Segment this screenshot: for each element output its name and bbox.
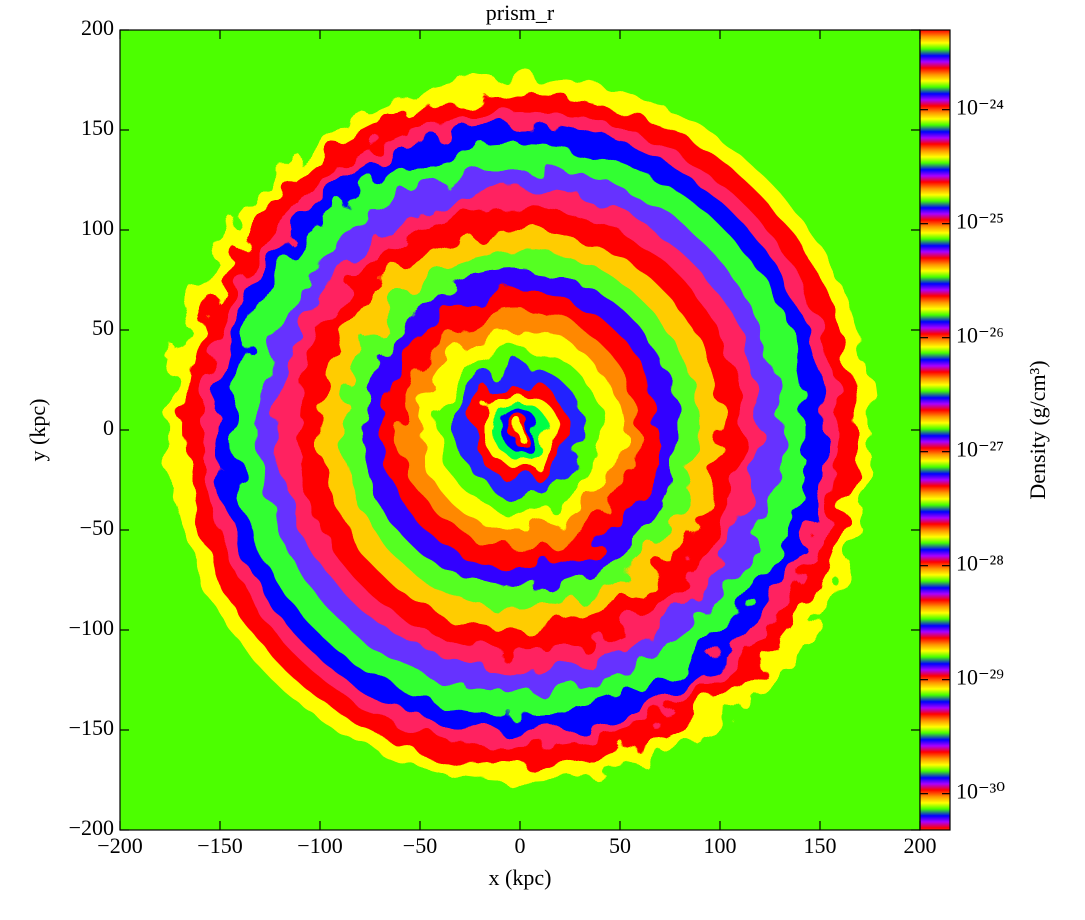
x-tick-label: 150 — [804, 833, 837, 858]
colorbar-tick-label: 10⁻²⁷ — [956, 437, 1004, 462]
y-tick-label: 50 — [92, 315, 114, 340]
colorbar-tick-label: 10⁻²⁸ — [956, 551, 1004, 576]
colorbar-label: Density (g/cm³) — [1025, 360, 1050, 499]
colorbar-tick-label: 10⁻²⁶ — [956, 323, 1004, 348]
x-tick-label: −150 — [197, 833, 242, 858]
y-tick-label: −100 — [69, 615, 114, 640]
colorbar-tick-label: 10⁻³⁰ — [956, 779, 1005, 804]
colorbar-tick-label: 10⁻²⁴ — [956, 95, 1004, 120]
colorbar-tick-label: 10⁻²⁹ — [956, 665, 1004, 690]
x-tick-label: 50 — [609, 833, 631, 858]
y-tick-label: 0 — [103, 415, 114, 440]
density-image — [120, 30, 920, 830]
colorbar-tick-label: 10⁻²⁵ — [956, 209, 1004, 234]
x-tick-label: 0 — [515, 833, 526, 858]
x-tick-label: −200 — [97, 833, 142, 858]
x-tick-label: 200 — [904, 833, 937, 858]
y-tick-label: 100 — [81, 215, 114, 240]
y-tick-label: −50 — [80, 515, 114, 540]
y-axis-label: y (kpc) — [25, 399, 50, 462]
colorbar — [920, 30, 950, 830]
x-tick-label: 100 — [704, 833, 737, 858]
x-tick-label: −100 — [297, 833, 342, 858]
y-tick-label: −200 — [69, 815, 114, 840]
x-tick-label: −50 — [403, 833, 437, 858]
x-axis-label: x (kpc) — [489, 865, 552, 890]
y-tick-label: −150 — [69, 715, 114, 740]
chart-title: prism_r — [486, 0, 555, 25]
y-tick-label: 150 — [81, 115, 114, 140]
y-tick-label: 200 — [81, 15, 114, 40]
